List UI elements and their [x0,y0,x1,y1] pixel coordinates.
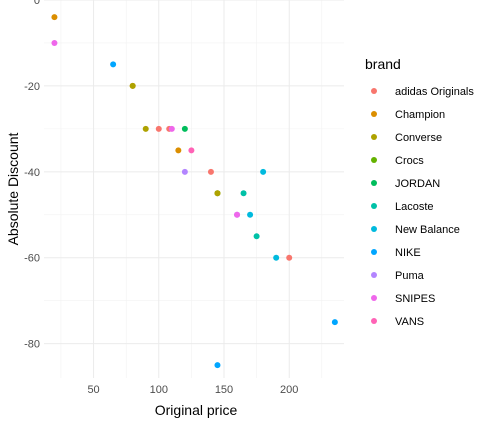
legend-item: Lacoste [371,201,434,213]
legend-key [371,272,377,278]
axis-ticks: 50 100 150 200 0 -20 -40 -60 -80 [24,0,298,396]
legend-key [371,111,377,117]
data-point [142,125,149,132]
data-point [214,362,221,369]
data-point [110,61,117,68]
data-point [181,125,188,132]
legend-title: brand [365,56,401,72]
data-point [51,14,58,21]
grid [44,0,344,378]
legend-label: Crocs [395,155,424,167]
legend-label: New Balance [395,224,460,236]
x-tick-label: 200 [280,384,298,396]
legend-item: JORDAN [371,178,440,190]
y-axis-title: Absolute Discount [5,132,21,245]
data-point [51,39,58,46]
data-point [247,211,254,218]
legend-label: Champion [395,109,445,121]
data-point [214,190,221,197]
data-point [273,254,280,261]
legend-item: NIKE [371,247,421,259]
x-axis-title: Original price [155,402,238,418]
legend-key [371,180,377,186]
x-tick-label: 100 [150,384,168,396]
legend-label: Converse [395,132,442,144]
legend-key [371,295,377,301]
data-point [286,254,293,261]
y-tick-label: -80 [24,339,40,351]
y-tick-label: -40 [24,167,40,179]
data-points [51,14,338,369]
data-point [253,233,260,240]
data-point [207,168,214,175]
data-point [260,168,267,175]
data-point [181,168,188,175]
legend-label: Puma [395,270,425,282]
data-point [155,125,162,132]
legend-item: New Balance [371,224,460,236]
legend-item: Crocs [371,155,424,167]
y-tick-label: -60 [24,253,40,265]
y-tick-label: -20 [24,81,40,93]
legend-label: SNIPES [395,293,435,305]
legend-key [371,226,377,232]
data-point [168,125,175,132]
legend-item: Puma [371,270,425,282]
data-point [234,211,241,218]
data-point [331,319,338,326]
data-point [129,82,136,89]
legend-key [371,134,377,140]
legend-label: NIKE [395,247,421,259]
legend-key [371,203,377,209]
legend-items: adidas Originals Champion Converse Crocs JOR… [371,86,474,328]
legend-item: adidas Originals [371,86,474,98]
legend-label: adidas Originals [395,86,474,98]
legend: brand adidas Originals Champion Converse Cr… [365,56,474,328]
y-tick-label: 0 [34,0,40,7]
x-tick-label: 150 [215,384,233,396]
legend-key [371,88,377,94]
x-tick-label: 50 [87,384,99,396]
data-point [188,147,195,154]
data-point [240,190,247,197]
legend-label: VANS [395,316,424,328]
legend-key [371,249,377,255]
legend-key [371,157,377,163]
legend-item: Champion [371,109,445,121]
data-point [175,147,182,154]
legend-label: Lacoste [395,201,434,213]
legend-item: SNIPES [371,293,435,305]
legend-item: Converse [371,132,442,144]
legend-label: JORDAN [395,178,440,190]
legend-item: VANS [371,316,424,328]
legend-key [371,318,377,324]
